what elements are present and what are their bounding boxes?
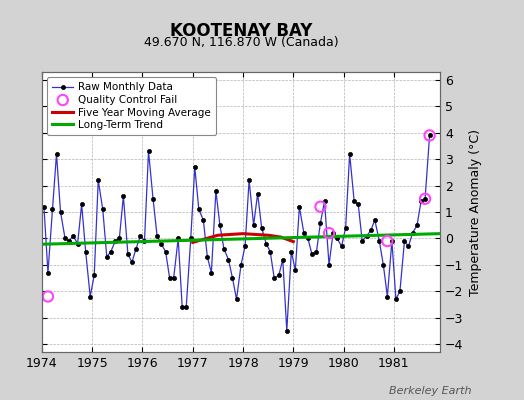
Raw Monthly Data	[283, 328, 290, 333]
Quality Control Fail	[383, 238, 391, 244]
Quality Control Fail	[44, 293, 52, 300]
Quality Control Fail	[425, 132, 434, 138]
Raw Monthly Data	[233, 297, 239, 302]
Five Year Moving Average	[240, 231, 246, 236]
Quality Control Fail	[325, 230, 333, 236]
Raw Monthly Data	[120, 194, 126, 198]
Five Year Moving Average	[290, 239, 297, 244]
Five Year Moving Average	[190, 240, 196, 245]
Raw Monthly Data	[41, 204, 47, 209]
Raw Monthly Data	[91, 273, 97, 278]
Raw Monthly Data	[351, 199, 357, 204]
Five Year Moving Average	[215, 233, 221, 238]
Text: KOOTENAY BAY: KOOTENAY BAY	[170, 22, 312, 40]
Raw Monthly Data	[104, 254, 110, 259]
Raw Monthly Data	[313, 249, 320, 254]
Quality Control Fail	[421, 196, 429, 202]
Raw Monthly Data	[427, 133, 433, 138]
Five Year Moving Average	[265, 233, 271, 238]
Text: Berkeley Earth: Berkeley Earth	[389, 386, 472, 396]
Y-axis label: Temperature Anomaly (°C): Temperature Anomaly (°C)	[469, 128, 482, 296]
Text: 49.670 N, 116.870 W (Canada): 49.670 N, 116.870 W (Canada)	[144, 36, 339, 49]
Five Year Moving Average	[278, 235, 284, 240]
Legend: Raw Monthly Data, Quality Control Fail, Five Year Moving Average, Long-Term Tren: Raw Monthly Data, Quality Control Fail, …	[47, 77, 216, 136]
Line: Five Year Moving Average: Five Year Moving Average	[193, 234, 293, 242]
Line: Raw Monthly Data: Raw Monthly Data	[42, 133, 432, 333]
Quality Control Fail	[316, 204, 325, 210]
